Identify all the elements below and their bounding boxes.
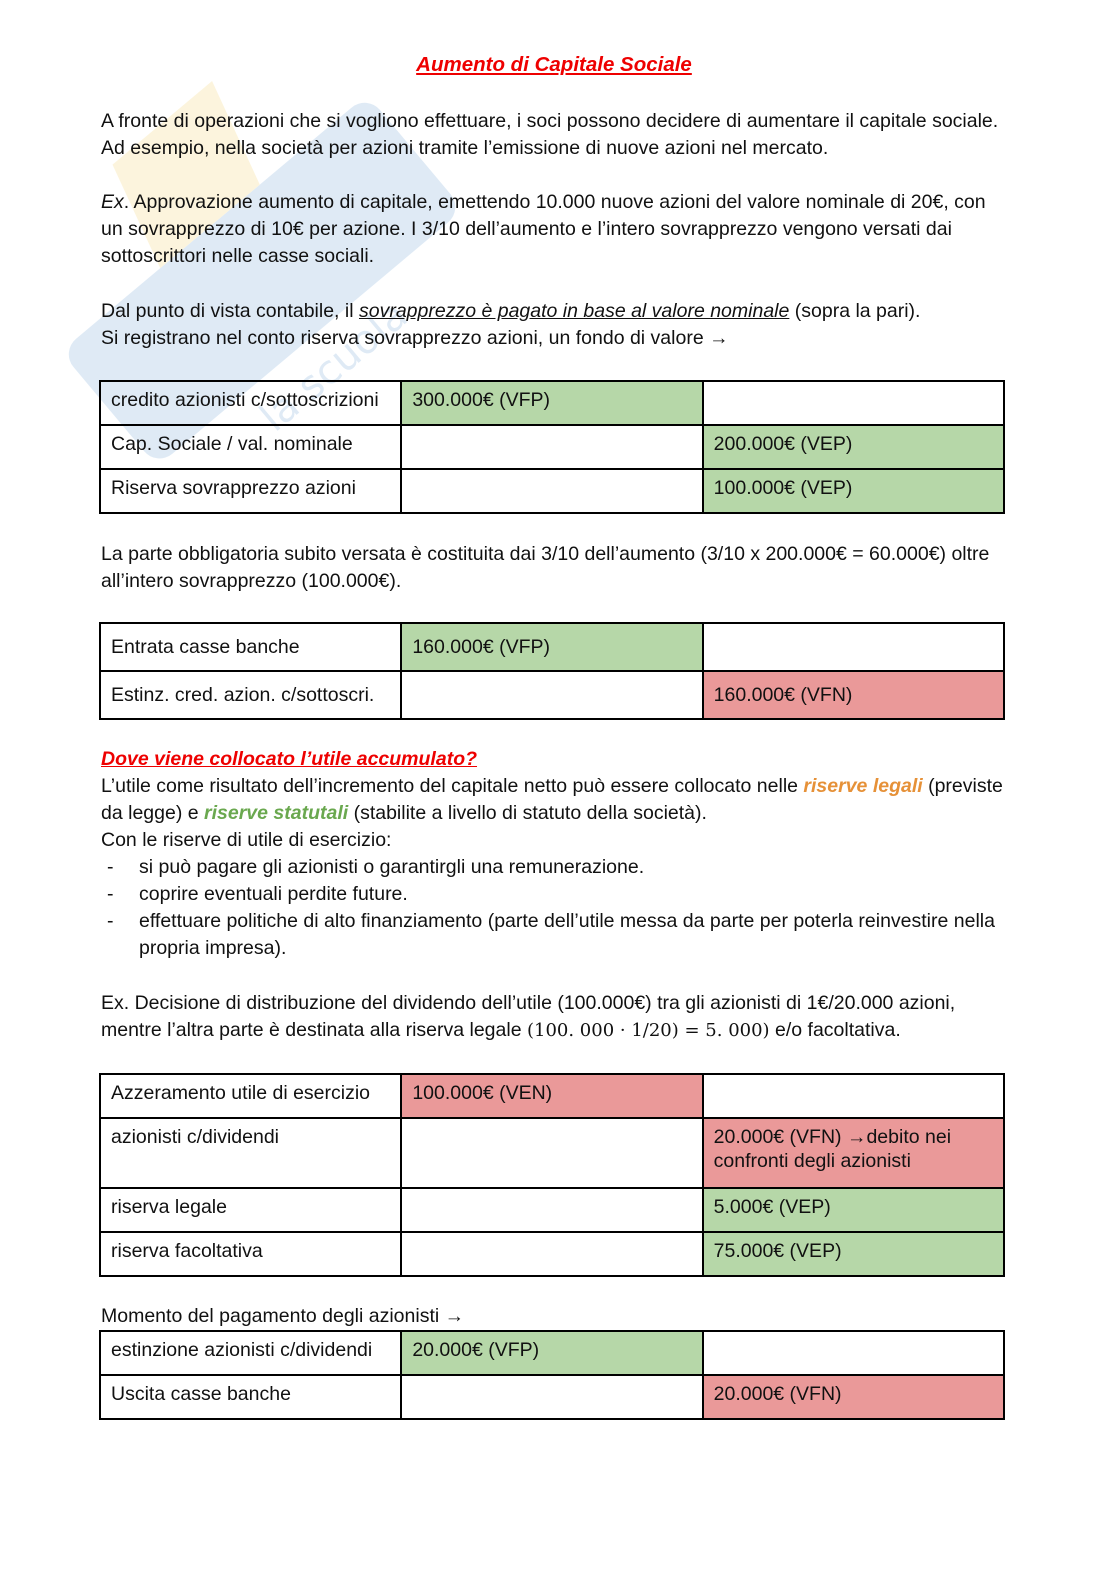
table-row: riserva facoltativa 75.000€ (VEP) — [98, 1231, 1006, 1277]
credit-cell: 200.000€ (VEP) — [701, 424, 1006, 470]
debit-cell — [400, 468, 704, 514]
bullet-list: si può pagare gli azionisti o garantirgl… — [101, 854, 1011, 962]
accounting-paragraph: Dal punto di vista contabile, il sovrapp… — [101, 298, 1011, 352]
page-title: Aumento di Capitale Sociale — [416, 53, 692, 76]
section-heading: Dove viene collocato l’utile accumulato? — [101, 748, 478, 770]
debit-cell — [400, 1187, 704, 1233]
profit-paragraph: L’utile come risultato dell’incremento d… — [101, 773, 1011, 827]
accounting-text: Dal punto di vista contabile, il — [101, 300, 359, 322]
statutory-reserves-term: riserve statutali — [204, 802, 349, 824]
profit-text: L’utile come risultato dell’incremento d… — [101, 775, 804, 797]
credit-cell: 20.000€ (VFN) — [701, 1374, 1006, 1420]
debit-cell — [400, 1117, 704, 1189]
list-item: effettuare politiche di alto finanziamen… — [101, 908, 1011, 962]
example1-paragraph: Ex. Approvazione aumento di capitale, em… — [101, 189, 1011, 270]
account-cell: azionisti c/dividendi — [98, 1117, 403, 1189]
accounting-text-after: (sopra la pari). — [789, 300, 921, 322]
intro-paragraph: A fronte di operazioni che si vogliono e… — [101, 110, 999, 159]
credit-cell — [701, 1073, 1006, 1119]
example1-text: . Approvazione aumento di capitale, emet… — [101, 191, 986, 267]
account-cell: Entrata casse banche — [98, 622, 403, 672]
payment-label: Momento del pagamento degli azionisti → — [101, 1305, 465, 1327]
account-cell: riserva facoltativa — [98, 1231, 403, 1277]
legal-reserves-term: riserve legali — [803, 775, 923, 797]
account-cell: riserva legale — [98, 1187, 403, 1233]
example2-line2: mentre l’altra parte è destinata alla ri… — [101, 1019, 527, 1041]
debit-cell: 160.000€ (VFP) — [400, 622, 704, 672]
debit-cell: 100.000€ (VEN) — [400, 1073, 704, 1119]
credit-cell: 20.000€ (VFN) →debito nei confronti degl… — [701, 1117, 1006, 1189]
example-prefix: Ex — [101, 191, 124, 213]
journal-table-2: Entrata casse banche 160.000€ (VFP) Estinz… — [98, 622, 1006, 720]
credit-cell — [701, 622, 1006, 672]
account-cell: Estinz. cred. azion. c/sottoscri. — [98, 670, 403, 720]
table-row: Estinz. cred. azion. c/sottoscri. 160.000… — [98, 670, 1006, 720]
table-row: Riserva sovrapprezzo azioni 100.000€ (VEP… — [98, 468, 1006, 514]
formula: (100. 000 · 1/20) = 5. 000) — [526, 1020, 770, 1041]
table-row: estinzione azionisti c/dividendi 20.000€ … — [98, 1330, 1006, 1376]
profit-intro-list: Con le riserve di utile di esercizio: — [101, 829, 392, 851]
credit-cell: 100.000€ (VEP) — [701, 468, 1006, 514]
credit-cell: 160.000€ (VFN) — [701, 670, 1006, 720]
table-row: Uscita casse banche 20.000€ (VFN) — [98, 1374, 1006, 1420]
accounting-emphasis: sovrapprezzo è pagato in base al valore … — [358, 300, 790, 322]
credit-cell: 75.000€ (VEP) — [701, 1231, 1006, 1277]
credit-cell — [701, 380, 1006, 426]
debit-cell: 300.000€ (VFP) — [400, 380, 704, 426]
debit-cell — [400, 670, 704, 720]
table-row: Cap. Sociale / val. nominale 200.000€ (VE… — [98, 424, 1006, 470]
list-item: coprire eventuali perdite future. — [101, 881, 1011, 908]
example2-line2-end: e/o facoltativa. — [769, 1019, 901, 1041]
mandatory-paragraph: La parte obbligatoria subito versata è c… — [101, 543, 990, 592]
credit-cell — [701, 1330, 1006, 1376]
account-cell: estinzione azionisti c/dividendi — [98, 1330, 403, 1376]
account-cell: Cap. Sociale / val. nominale — [98, 424, 403, 470]
journal-table-3: Azzeramento utile di esercizio 100.000€ (… — [98, 1073, 1006, 1277]
journal-table-4: estinzione azionisti c/dividendi 20.000€ … — [98, 1330, 1006, 1420]
profit-text-3: (stabilite a livello di statuto della so… — [348, 802, 707, 824]
account-cell: credito azionisti c/sottoscrizioni — [98, 380, 403, 426]
table-row: credito azionisti c/sottoscrizioni 300.00… — [98, 380, 1006, 426]
account-cell: Riserva sovrapprezzo azioni — [98, 468, 403, 514]
table-row: Azzeramento utile di esercizio 100.000€ (… — [98, 1073, 1006, 1119]
debit-cell: 20.000€ (VFP) — [400, 1330, 704, 1376]
credit-cell: 5.000€ (VEP) — [701, 1187, 1006, 1233]
debit-cell — [400, 1231, 704, 1277]
debit-cell — [400, 424, 704, 470]
account-cell: Uscita casse banche — [98, 1374, 403, 1420]
debit-cell — [400, 1374, 704, 1420]
example2-line1: Ex. Decisione di distribuzione del divid… — [101, 992, 956, 1014]
table-row: riserva legale 5.000€ (VEP) — [98, 1187, 1006, 1233]
table-row: Entrata casse banche 160.000€ (VFP) — [98, 622, 1006, 672]
profit-section: Dove viene collocato l’utile accumulato?… — [101, 746, 1011, 962]
journal-table-1: credito azionisti c/sottoscrizioni 300.00… — [98, 380, 1006, 514]
example2-paragraph: Ex. Decisione di distribuzione del divid… — [101, 990, 1021, 1044]
accounting-line2: Si registrano nel conto riserva sovrappr… — [101, 327, 729, 349]
account-cell: Azzeramento utile di esercizio — [98, 1073, 403, 1119]
list-item: si può pagare gli azionisti o garantirgl… — [101, 854, 1011, 881]
table-row: azionisti c/dividendi 20.000€ (VFN) →debi… — [98, 1117, 1006, 1189]
profit-text-2: (previste da legge) e — [101, 775, 1003, 824]
